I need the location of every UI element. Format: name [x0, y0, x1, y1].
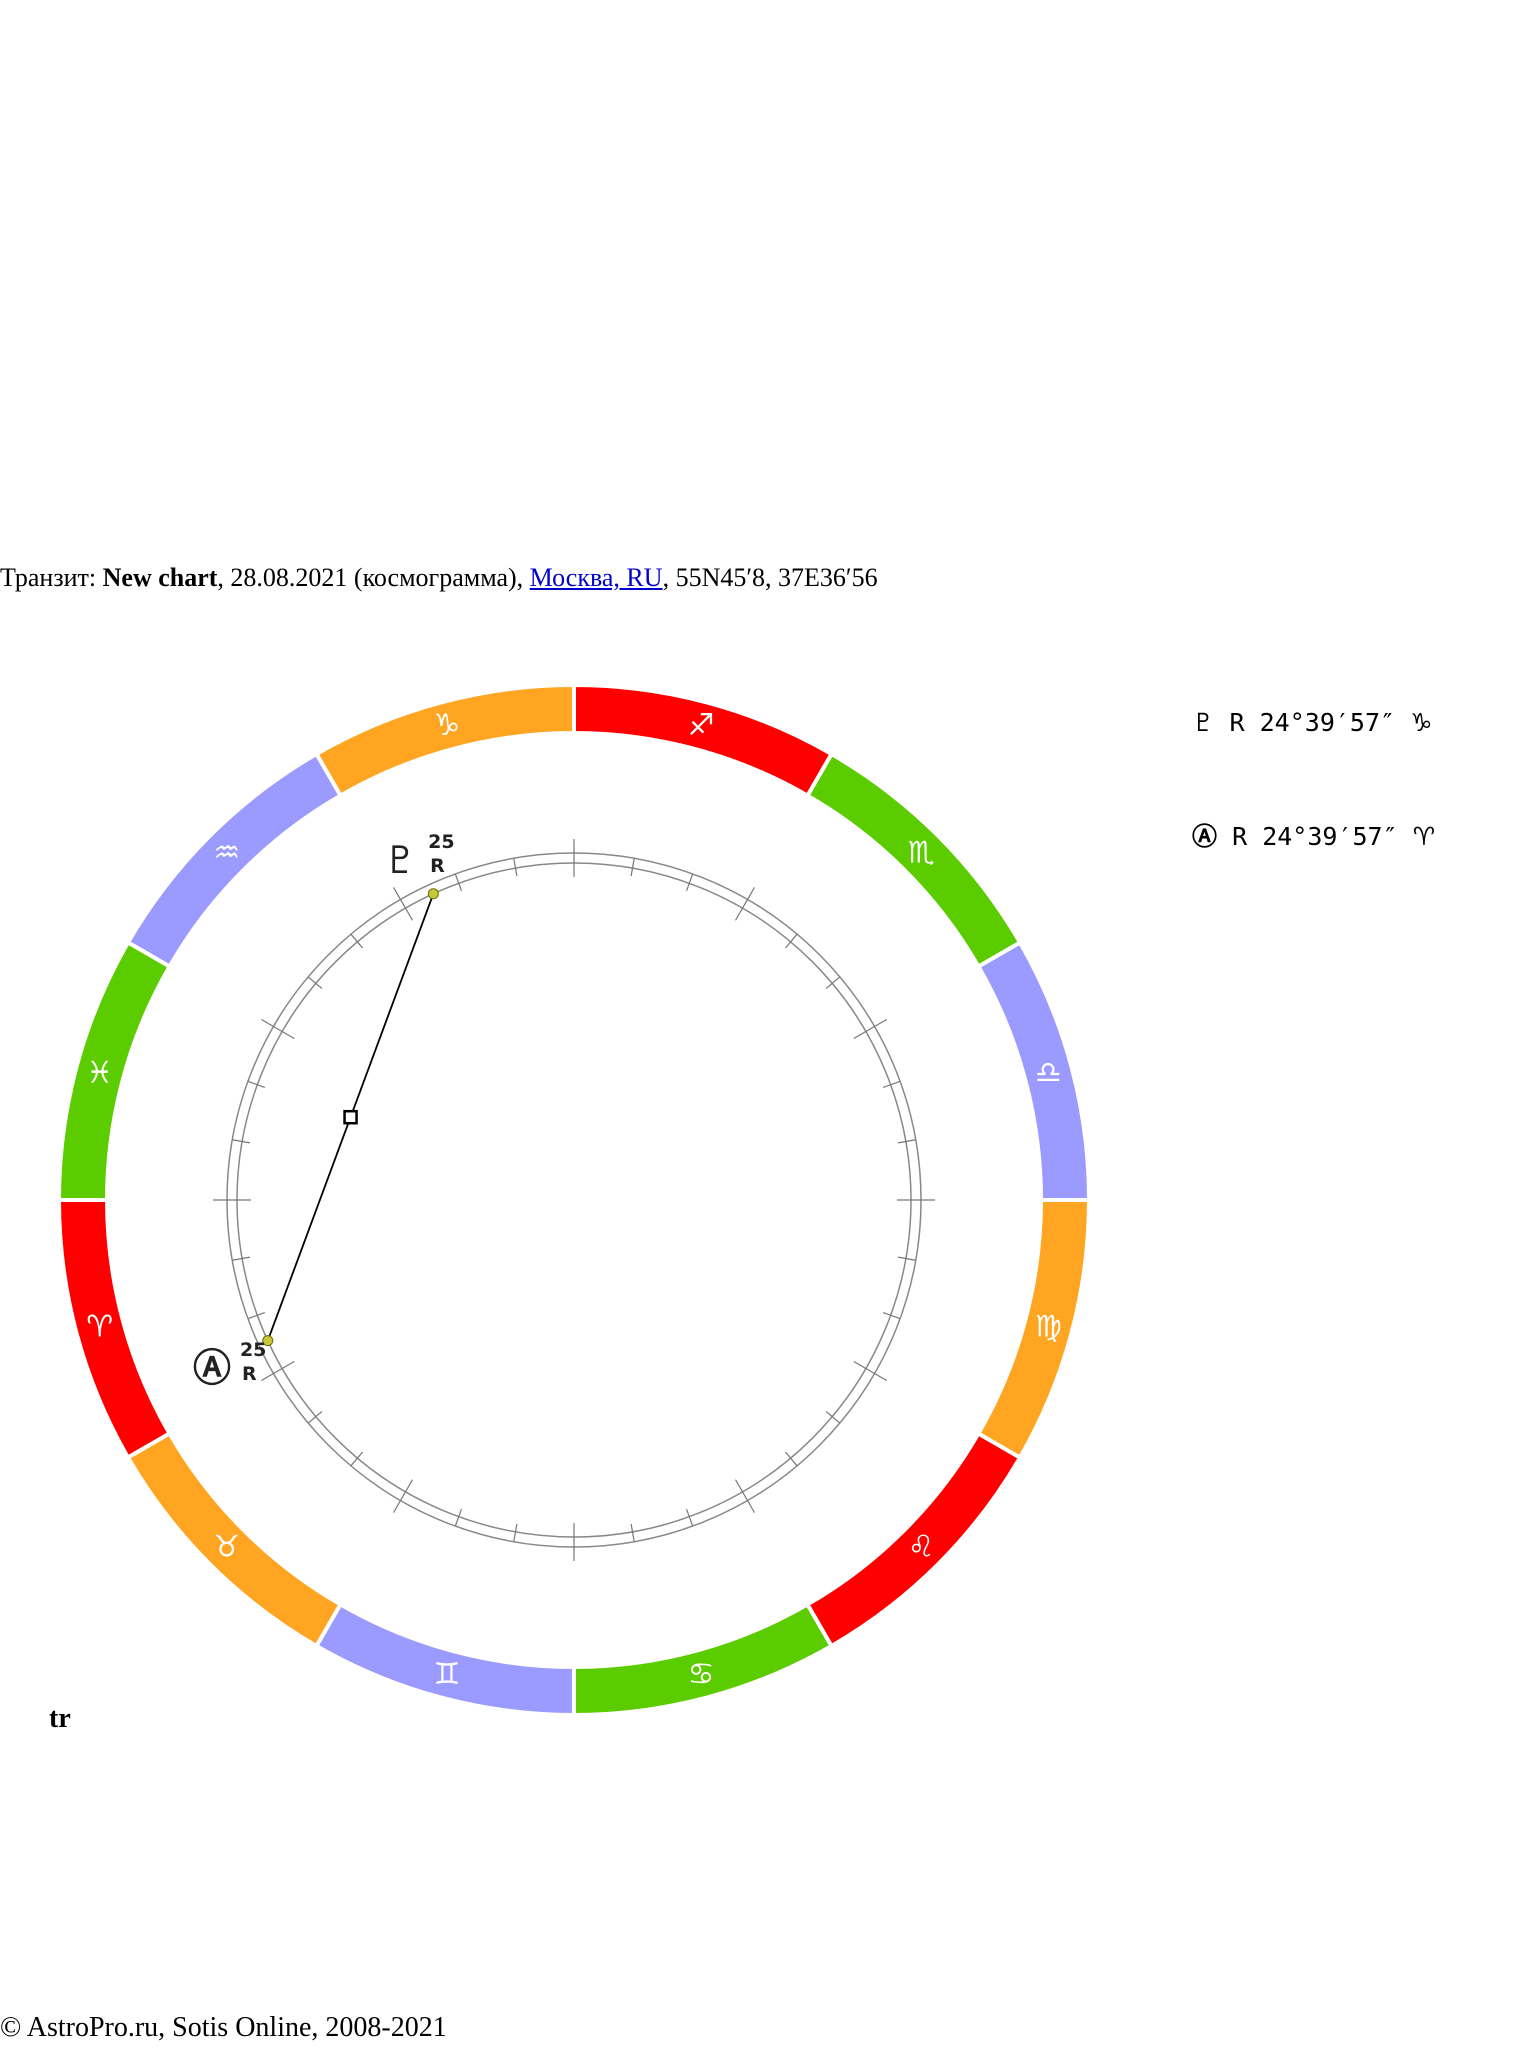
location-link[interactable]: Москва, RU — [529, 563, 663, 592]
pluto-icon: ♇ — [1192, 708, 1215, 737]
degree-tick — [232, 1139, 251, 1144]
degree-tick — [882, 1080, 901, 1089]
transit-label: tr — [49, 1703, 71, 1734]
node-icon: Ⓐ — [193, 1346, 231, 1390]
degree-tick — [350, 933, 363, 949]
sign-segment-libra — [975, 939, 1092, 1202]
degree-tick — [247, 1080, 266, 1089]
degree-tick — [454, 873, 463, 892]
legend-position: 24°39′57″ — [1262, 822, 1398, 851]
degree-tick — [853, 1360, 887, 1382]
node-retro: R — [242, 1363, 257, 1385]
inner-circle-outer — [226, 852, 922, 1548]
degree-tick — [232, 1256, 251, 1261]
degree-tick — [307, 1411, 323, 1424]
copyright-footer: © AstroPro.ru, Sotis Online, 2008-2021 — [0, 2012, 447, 2043]
header-coords: , 55N45′8, 37E36′56 — [662, 563, 878, 592]
degree-tick — [454, 1508, 463, 1527]
taurus-icon: ♉ — [213, 1530, 240, 1565]
legend-row-node: Ⓐ R 24°39′57″ ♈ — [1192, 818, 1435, 856]
pluto-icon: ♇ — [383, 838, 417, 882]
pluto-degree: 25 — [428, 831, 454, 853]
aries-icon: ♈ — [86, 1310, 113, 1345]
degree-tick — [853, 1018, 887, 1040]
leo-icon: ♌ — [908, 1530, 935, 1565]
node-degree: 25 — [240, 1339, 266, 1361]
legend-retro: R — [1229, 708, 1245, 737]
degree-tick — [897, 1256, 916, 1261]
degree-tick — [392, 887, 414, 921]
sagittarius-icon: ♐ — [688, 708, 715, 743]
aquarius-icon: ♒ — [213, 835, 240, 870]
degree-tick — [307, 976, 323, 989]
degree-tick — [513, 1523, 518, 1542]
virgo-icon: ♍ — [1035, 1310, 1062, 1345]
degree-tick — [261, 1018, 295, 1040]
legend-row-pluto: ♇ R 24°39′57″ ♑ — [1192, 704, 1435, 742]
inner-circle-inner — [236, 862, 912, 1538]
scorpio-icon: ♏ — [908, 835, 935, 870]
degree-tick — [785, 933, 798, 949]
header-date: , 28.08.2021 (космограмма), — [217, 563, 530, 592]
degree-tick — [785, 1451, 798, 1467]
sign-segment-aries — [56, 1198, 173, 1461]
libra-icon: ♎ — [1035, 1055, 1062, 1090]
degree-tick — [685, 873, 694, 892]
node-point — [262, 1335, 274, 1347]
chart-header: Транзит: New chart, 28.08.2021 (космогра… — [0, 563, 878, 593]
capricorn-icon: ♑ — [1410, 708, 1433, 737]
degree-tick — [734, 887, 756, 921]
degree-tick — [897, 1139, 916, 1144]
degree-tick — [630, 1523, 635, 1542]
square-aspect-icon — [343, 1109, 358, 1125]
degree-tick — [513, 858, 518, 877]
sign-segment-pisces — [56, 939, 173, 1202]
pluto-retro: R — [430, 855, 445, 877]
legend-position: 24°39′57″ — [1259, 708, 1396, 737]
node-icon: Ⓐ — [1192, 822, 1218, 851]
degree-tick — [882, 1311, 901, 1320]
planet-legend: ♇ R 24°39′57″ ♑ Ⓐ R 24°39′57″ ♈ — [1192, 628, 1435, 894]
header-prefix: Транзит: — [0, 563, 103, 592]
degree-tick — [825, 976, 841, 989]
chart-name: New chart — [102, 563, 218, 592]
degree-tick — [630, 858, 635, 877]
cancer-icon: ♋ — [688, 1657, 715, 1692]
degree-tick — [350, 1451, 363, 1467]
legend-retro: R — [1232, 822, 1248, 851]
aries-icon: ♈ — [1412, 822, 1436, 851]
pluto-point — [427, 888, 439, 900]
sign-segment-virgo — [975, 1198, 1092, 1461]
degree-tick — [685, 1508, 694, 1527]
degree-tick — [392, 1479, 414, 1513]
capricorn-icon: ♑ — [433, 708, 460, 743]
degree-tick — [734, 1479, 756, 1513]
gemini-icon: ♊ — [433, 1657, 460, 1692]
pisces-icon: ♓ — [86, 1055, 113, 1090]
degree-tick — [247, 1311, 266, 1320]
degree-tick — [261, 1360, 295, 1382]
degree-tick — [825, 1411, 841, 1424]
